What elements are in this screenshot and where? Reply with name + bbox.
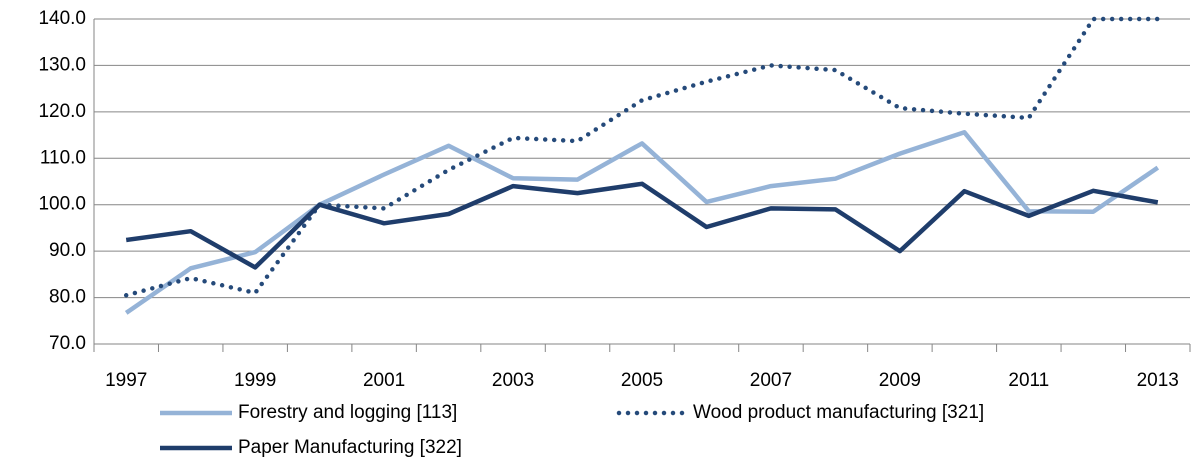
x-tick-label: 1997 [105, 370, 147, 391]
x-tick-label: 2001 [363, 370, 405, 391]
y-tick-label: 130.0 [38, 54, 86, 75]
series-line [125, 181, 1159, 270]
x-tick-label: 2013 [1137, 370, 1179, 391]
y-tick-label: 70.0 [49, 333, 86, 354]
x-tick-label: 1999 [234, 370, 276, 391]
x-tick-label: 2011 [1008, 370, 1049, 391]
legend-label: Paper Manufacturing [322] [238, 437, 462, 458]
x-tick-label: 2003 [492, 370, 534, 391]
y-tick-label: 80.0 [49, 287, 86, 308]
legend-label: Forestry and logging [113] [238, 402, 457, 423]
y-tick-label: 100.0 [38, 194, 86, 215]
x-tick-label: 2009 [879, 370, 921, 391]
series-line [123, 16, 1161, 298]
y-tick-label: 110.0 [40, 147, 86, 168]
x-tick-label: 2005 [621, 370, 663, 391]
y-tick-label: 140.0 [38, 8, 86, 29]
y-tick-label: 90.0 [49, 240, 86, 261]
x-tick-label: 2007 [750, 370, 792, 391]
y-tick-label: 120.0 [38, 101, 86, 122]
series-line [124, 130, 1160, 315]
legend-label: Wood product manufacturing [321] [693, 402, 984, 423]
